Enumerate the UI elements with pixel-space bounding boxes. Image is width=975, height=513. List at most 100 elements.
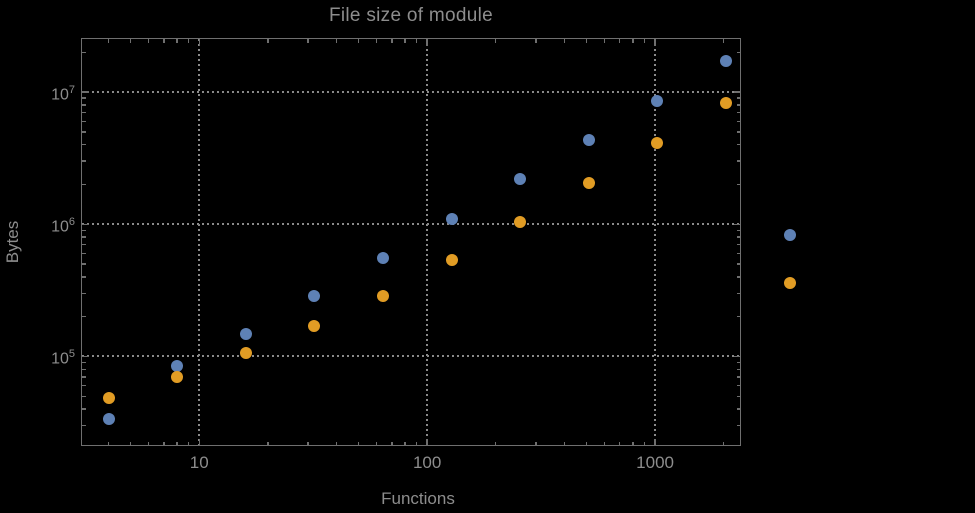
y-tick: [82, 315, 86, 318]
orange-series-point: [514, 215, 527, 228]
y-tick: [82, 236, 86, 238]
x-tick: [654, 438, 656, 446]
y-tick: [736, 131, 741, 133]
x-tick: [335, 38, 338, 43]
blue-series-point: [102, 413, 115, 426]
y-tick: [733, 355, 741, 358]
plot-frame: [81, 38, 741, 446]
y-tick: [82, 183, 86, 186]
y-tick: [82, 160, 86, 162]
y-tick: [736, 51, 741, 53]
x-tick: [619, 38, 621, 43]
x-tick: [188, 441, 190, 446]
y-tick: [736, 385, 741, 387]
y-tick: [733, 223, 741, 225]
x-tick: [495, 441, 497, 446]
x-tick: [107, 38, 110, 43]
x-tick: [391, 38, 393, 43]
x-tick: [404, 441, 406, 446]
x-tick: [643, 38, 646, 43]
y-tick-label: 107: [51, 84, 75, 104]
y-tick: [82, 111, 86, 114]
y-tick: [82, 408, 86, 410]
x-tick: [426, 438, 428, 446]
x-tick: [416, 441, 418, 446]
x-tick: [722, 38, 725, 43]
x-tick-label: 1000: [636, 453, 674, 472]
x-tick: [307, 441, 309, 446]
x-tick: [375, 38, 378, 43]
y-tick: [82, 361, 86, 364]
y-tick: [736, 276, 741, 278]
x-tick: [267, 38, 269, 43]
x-tick: [163, 38, 165, 43]
x-tick: [495, 38, 497, 43]
y-tick: [82, 223, 89, 225]
x-tick: [188, 38, 190, 43]
x-tick: [426, 38, 428, 46]
blue-series-point: [651, 94, 664, 107]
y-gridline: [82, 91, 741, 94]
y-tick: [736, 143, 741, 146]
orange-series-point: [308, 320, 321, 333]
y-tick: [736, 408, 741, 410]
y-tick: [736, 236, 741, 238]
y-tick: [736, 361, 741, 364]
y-tick: [82, 252, 86, 255]
blue-series-point: [582, 134, 595, 147]
orange-series-point: [102, 391, 115, 404]
x-tick: [654, 38, 656, 46]
x-tick: [198, 438, 200, 446]
x-tick: [147, 38, 150, 43]
x-tick: [416, 38, 418, 43]
y-tick: [82, 104, 86, 106]
orange-series-point: [171, 370, 184, 383]
orange-series-point: [376, 290, 389, 303]
y-tick: [82, 143, 86, 146]
y-tick: [82, 355, 89, 358]
x-tick: [404, 38, 406, 43]
x-tick: [147, 441, 150, 446]
y-tick: [736, 395, 741, 397]
x-tick: [176, 38, 178, 43]
x-gridline: [198, 38, 201, 446]
orange-series-point: [582, 177, 595, 190]
x-tick: [632, 441, 634, 446]
y-tick: [82, 385, 86, 387]
x-tick: [643, 441, 646, 446]
y-tick: [736, 368, 741, 370]
x-tick: [632, 38, 634, 43]
y-tick-label: 106: [51, 216, 75, 236]
y-tick: [736, 424, 741, 427]
x-tick: [563, 38, 566, 43]
y-tick: [82, 276, 86, 278]
y-gridline: [82, 223, 741, 226]
x-tick: [535, 38, 537, 43]
x-tick: [603, 441, 606, 446]
x-gridline: [654, 38, 657, 446]
x-tick: [357, 441, 360, 446]
legend-marker-orange: [784, 277, 796, 289]
y-tick: [82, 131, 86, 133]
x-tick: [198, 38, 200, 46]
y-tick: [733, 91, 741, 93]
x-tick: [619, 441, 621, 446]
y-tick: [736, 376, 741, 378]
y-tick: [82, 292, 86, 295]
y-gridline: [82, 355, 741, 358]
y-tick: [736, 183, 741, 186]
y-tick: [736, 120, 741, 123]
y-tick: [82, 244, 86, 246]
x-tick: [603, 38, 606, 43]
blue-series-point: [445, 213, 458, 226]
x-tick: [563, 441, 566, 446]
blue-series-point: [239, 328, 252, 341]
y-tick: [736, 263, 741, 265]
y-tick: [82, 376, 86, 378]
x-tick: [307, 38, 309, 43]
x-tick: [585, 441, 588, 446]
y-tick: [736, 229, 741, 231]
x-tick: [129, 441, 132, 446]
blue-series-point: [308, 289, 321, 302]
y-tick: [82, 229, 86, 231]
